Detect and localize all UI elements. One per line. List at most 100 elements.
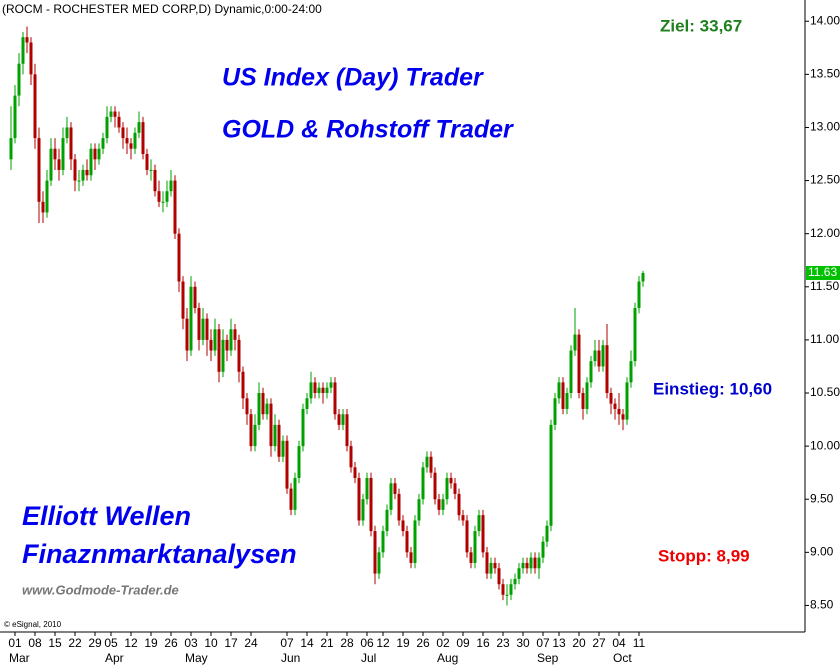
candle-body bbox=[621, 414, 625, 420]
candle-body bbox=[481, 515, 485, 553]
y-tick-label: 8.50 bbox=[810, 598, 834, 612]
x-tick-label: 10 bbox=[204, 636, 218, 650]
candle-body bbox=[309, 382, 313, 399]
candle-body bbox=[461, 515, 465, 521]
y-tick-label: 9.00 bbox=[810, 545, 834, 559]
candle-body bbox=[257, 393, 261, 425]
candle-body bbox=[449, 477, 453, 484]
x-tick-label: 19 bbox=[144, 636, 158, 650]
x-tick-label: 29 bbox=[88, 636, 102, 650]
y-tick-label: 11.50 bbox=[810, 279, 839, 293]
candle-body bbox=[629, 361, 633, 383]
headline: GOLD & Rohstoff Trader bbox=[222, 116, 514, 144]
y-tick-label: 10.50 bbox=[810, 385, 840, 399]
candle-body bbox=[525, 562, 529, 569]
x-tick-label: 09 bbox=[456, 636, 470, 650]
x-tick-label: 06 bbox=[360, 636, 374, 650]
last-price-label: 11.63 bbox=[808, 265, 837, 279]
candle-body bbox=[457, 493, 461, 516]
candle-body bbox=[293, 477, 297, 510]
candle-body bbox=[473, 531, 477, 563]
candle-body bbox=[237, 339, 241, 372]
candle-body bbox=[69, 127, 73, 160]
candle-body bbox=[485, 552, 489, 574]
y-tick-label: 11.00 bbox=[810, 332, 839, 346]
month-label: Jul bbox=[361, 651, 376, 665]
x-tick-label: 13 bbox=[552, 636, 566, 650]
candle-body bbox=[285, 440, 289, 489]
candle-body bbox=[261, 393, 265, 415]
candle-body bbox=[29, 42, 33, 75]
candle-body bbox=[609, 393, 613, 404]
month-label: Sep bbox=[537, 651, 559, 665]
candle-body bbox=[173, 180, 177, 234]
candle-body bbox=[109, 111, 113, 117]
candle-body bbox=[329, 382, 333, 388]
candle-body bbox=[13, 95, 17, 139]
candle-body bbox=[317, 387, 321, 394]
candle-body bbox=[553, 398, 557, 425]
candle-body bbox=[185, 318, 189, 351]
candle-body bbox=[357, 477, 361, 521]
candle-body bbox=[101, 138, 105, 149]
candle-body bbox=[149, 169, 153, 171]
x-tick-label: 08 bbox=[28, 636, 42, 650]
candle-body bbox=[393, 483, 397, 494]
candle-body bbox=[9, 138, 13, 160]
last-price-box bbox=[806, 265, 840, 280]
candle-body bbox=[273, 424, 277, 447]
candle-body bbox=[141, 122, 145, 155]
candle-body bbox=[537, 557, 541, 569]
month-label: May bbox=[185, 651, 208, 665]
candle-body bbox=[565, 393, 569, 409]
candle-body bbox=[41, 201, 45, 213]
x-tick-label: 12 bbox=[376, 636, 390, 650]
candle-body bbox=[501, 584, 505, 595]
candle-body bbox=[577, 334, 581, 394]
candle-body bbox=[637, 281, 641, 309]
stop-label: Stopp: 8,99 bbox=[658, 546, 750, 565]
chart-title: (ROCM - ROCHESTER MED CORP,D) Dynamic,0:… bbox=[2, 2, 322, 16]
x-tick-label: 16 bbox=[476, 636, 490, 650]
candle-body bbox=[509, 584, 513, 595]
candle-body bbox=[465, 520, 469, 553]
candle-body bbox=[341, 414, 345, 425]
candle-body bbox=[373, 531, 377, 574]
candle-body bbox=[437, 499, 441, 510]
candle-body bbox=[561, 382, 565, 409]
brand: Finaznmarktanalysen bbox=[22, 539, 297, 569]
candle-body bbox=[401, 520, 405, 532]
candle-body bbox=[37, 138, 41, 202]
y-tick-label: 13.50 bbox=[810, 67, 840, 81]
month-label: Jun bbox=[281, 651, 300, 665]
x-tick-label: 19 bbox=[396, 636, 410, 650]
candle-body bbox=[545, 525, 549, 542]
candle-body bbox=[113, 111, 117, 117]
candle-body bbox=[181, 281, 185, 319]
y-tick-label: 10.00 bbox=[810, 438, 840, 452]
candle-body bbox=[241, 371, 245, 399]
y-tick-label: 14.00 bbox=[810, 13, 840, 27]
x-tick-label: 26 bbox=[164, 636, 178, 650]
candle-body bbox=[441, 499, 445, 510]
candle-body bbox=[289, 488, 293, 510]
candle-body bbox=[493, 562, 497, 569]
candle-body bbox=[425, 456, 429, 468]
candle-body bbox=[397, 493, 401, 521]
candle-body bbox=[477, 515, 481, 532]
x-tick-label: 22 bbox=[68, 636, 82, 650]
candle-body bbox=[17, 63, 21, 96]
candle-body bbox=[361, 499, 365, 521]
candle-body bbox=[589, 361, 593, 383]
x-tick-label: 28 bbox=[340, 636, 354, 650]
candle-body bbox=[405, 531, 409, 553]
x-tick-label: 01 bbox=[8, 636, 22, 650]
candle-body bbox=[281, 440, 285, 457]
x-tick-label: 20 bbox=[572, 636, 586, 650]
candle-body bbox=[417, 499, 421, 521]
y-tick-label: 9.50 bbox=[810, 491, 834, 505]
candle-body bbox=[453, 483, 457, 494]
candle-body bbox=[593, 350, 597, 362]
candle-body bbox=[605, 345, 609, 394]
